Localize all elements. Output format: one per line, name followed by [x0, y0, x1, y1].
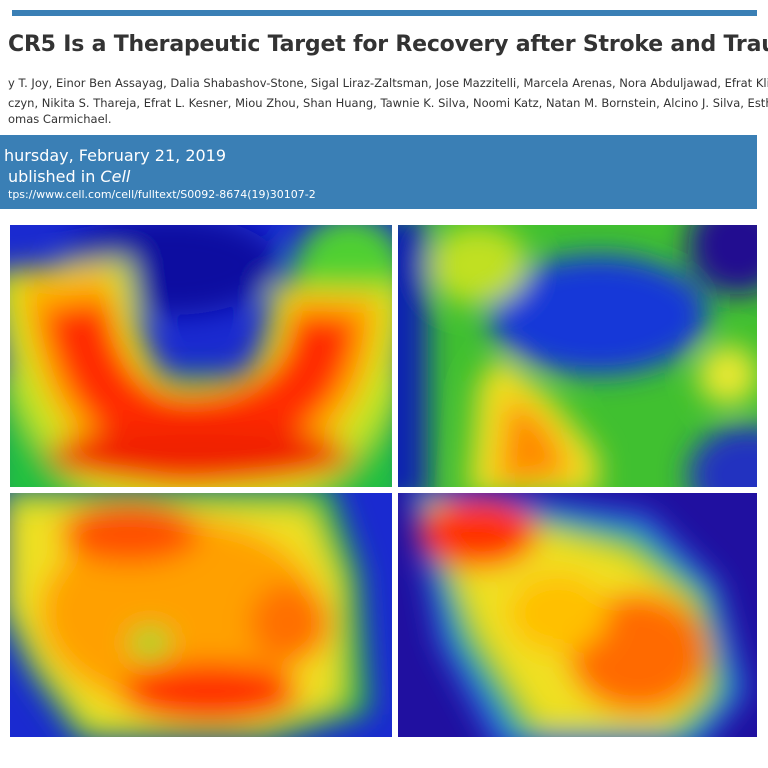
heatmap-panel — [398, 493, 757, 737]
heatmap-panel — [10, 493, 392, 737]
heatmap-panel — [10, 225, 392, 487]
info-band — [0, 135, 757, 209]
authors-line: y T. Joy, Einor Ben Assayag, Dalia Shaba… — [8, 76, 768, 90]
published-in: ublished in Cell — [8, 167, 130, 186]
top-bar — [12, 10, 757, 16]
date: hursday, February 21, 2019 — [4, 146, 227, 165]
authors-line: czyn, Nikita S. Thareja, Efrat L. Kesner… — [8, 96, 768, 110]
article-title: CR5 Is a Therapeutic Target for Recovery… — [8, 32, 768, 57]
authors-line: omas Carmichael. — [8, 112, 112, 126]
published-label: ublished in — [8, 167, 101, 186]
journal: Cell — [100, 167, 131, 186]
heatmap-panel — [398, 225, 757, 487]
article-url[interactable]: tps://www.cell.com/cell/fulltext/S0092-8… — [8, 188, 316, 201]
